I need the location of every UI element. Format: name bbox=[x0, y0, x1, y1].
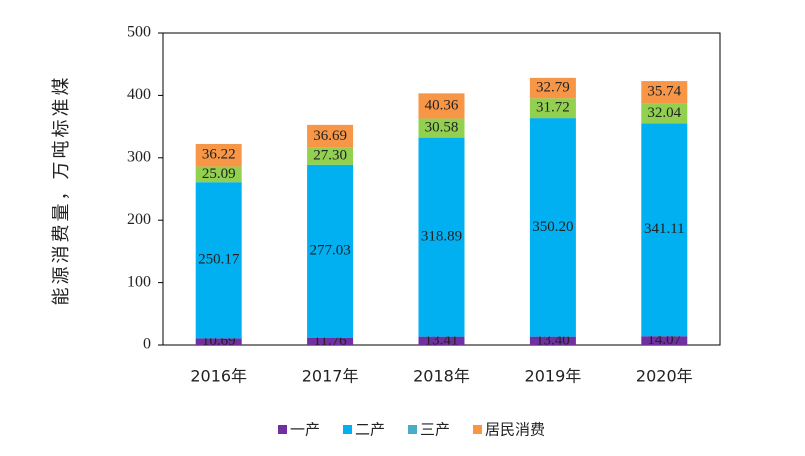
bar-segment bbox=[195, 338, 242, 345]
x-tick-label: 2020年 bbox=[636, 367, 693, 386]
data-label: 25.09 bbox=[202, 166, 236, 182]
bar-segment bbox=[195, 143, 242, 167]
legend-swatch bbox=[343, 425, 352, 434]
legend-label: 一产 bbox=[290, 421, 320, 439]
bar-segment bbox=[418, 118, 465, 138]
bar-segment bbox=[307, 124, 354, 148]
legend-label: 三产 bbox=[420, 421, 450, 439]
legend-swatch bbox=[278, 425, 287, 434]
bar-segment bbox=[418, 93, 465, 119]
legend-swatch bbox=[473, 425, 482, 434]
legend-label: 二产 bbox=[355, 421, 385, 439]
y-tick-label: 200 bbox=[127, 211, 151, 228]
x-tick-label: 2019年 bbox=[525, 367, 582, 386]
bar-segment bbox=[641, 123, 688, 337]
y-tick-label: 400 bbox=[127, 86, 151, 103]
data-label: 250.17 bbox=[198, 252, 240, 268]
bar-segment bbox=[195, 166, 242, 183]
bar-segment bbox=[418, 137, 465, 337]
x-tick-label: 2018年 bbox=[413, 367, 470, 386]
y-tick-label: 0 bbox=[143, 336, 151, 353]
y-tick-label: 300 bbox=[127, 148, 151, 165]
x-tick-label: 2017年 bbox=[302, 367, 359, 386]
data-label: 35.74 bbox=[647, 84, 681, 100]
data-label: 341.11 bbox=[644, 221, 685, 237]
data-label: 27.30 bbox=[313, 148, 347, 164]
bar-segment bbox=[307, 337, 354, 345]
legend-label: 居民消费 bbox=[485, 421, 545, 439]
y-axis-title: 能源消费量，万吨标准煤 bbox=[51, 75, 72, 306]
bar-segment bbox=[529, 336, 576, 345]
bar-segment bbox=[529, 118, 576, 337]
data-label: 32.04 bbox=[647, 105, 681, 121]
bar-segment bbox=[641, 336, 688, 345]
data-label: 277.03 bbox=[309, 243, 350, 259]
bar-segment bbox=[418, 336, 465, 345]
bar-segment bbox=[641, 103, 688, 124]
data-label: 32.79 bbox=[536, 80, 570, 96]
bar-segment bbox=[307, 147, 354, 165]
data-label: 31.72 bbox=[536, 100, 570, 116]
y-tick-label: 500 bbox=[127, 24, 151, 41]
y-tick-label: 100 bbox=[127, 273, 151, 290]
data-label: 350.20 bbox=[532, 219, 573, 235]
x-tick-label: 2016年 bbox=[190, 367, 247, 386]
data-label: 318.89 bbox=[421, 229, 462, 245]
data-label: 40.36 bbox=[425, 97, 459, 113]
bar-segment bbox=[529, 98, 576, 119]
bar-segment bbox=[529, 77, 576, 99]
data-label: 36.22 bbox=[202, 147, 236, 163]
bar-segment bbox=[307, 164, 354, 338]
bar-segment bbox=[195, 182, 242, 339]
bar-segment bbox=[641, 81, 688, 104]
data-label: 36.69 bbox=[313, 128, 347, 144]
data-label: 30.58 bbox=[425, 120, 459, 136]
legend-swatch bbox=[408, 425, 417, 434]
